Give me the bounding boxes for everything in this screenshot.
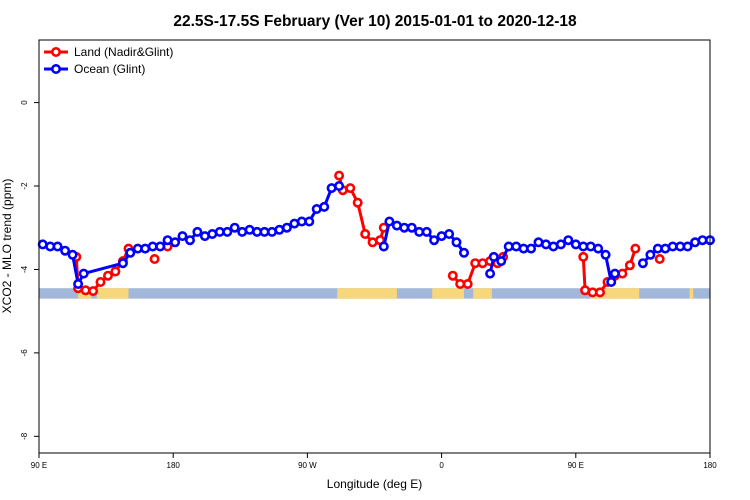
data-point [496, 256, 507, 267]
data-point [149, 254, 160, 265]
x-axis-label: Longitude (deg E) [327, 477, 422, 491]
data-point [192, 226, 203, 237]
data-point [609, 268, 620, 279]
data-point [606, 276, 617, 287]
data-point [458, 247, 469, 258]
y-tick-label: -8 [20, 432, 29, 440]
legend-item-ocean: Ocean (Glint) [44, 62, 145, 76]
data-point [600, 249, 611, 260]
data-point [563, 235, 574, 246]
data-point [304, 216, 315, 227]
series-layer [37, 170, 715, 298]
data-point [637, 258, 648, 269]
data-point [229, 222, 240, 233]
y-tick-label: -2 [20, 182, 29, 190]
data-point [645, 249, 656, 260]
y-tick-label: 0 [20, 100, 29, 105]
data-point [155, 241, 166, 252]
x-tick-label: 180 [703, 461, 717, 470]
data-point [170, 237, 181, 248]
data-point [110, 266, 121, 277]
data-point [444, 229, 455, 240]
data-point [488, 251, 499, 262]
data-point [421, 226, 432, 237]
data-point [345, 183, 356, 194]
legend: Land (Nadir&Glint) Ocean (Glint) [44, 45, 173, 76]
plot-frame [38, 39, 711, 454]
y-axis-label: XCO2 - MLO trend (ppm) [0, 179, 14, 314]
data-point [654, 254, 665, 265]
x-tick-label: 90 E [31, 461, 47, 470]
legend-label-land: Land (Nadir&Glint) [74, 45, 173, 59]
data-point [594, 287, 605, 298]
y-axis: 0 -2 -4 -6 -8 [20, 100, 39, 440]
chart-title: 22.5S-17.5S February (Ver 10) 2015-01-01… [173, 13, 577, 30]
data-point [624, 260, 635, 271]
data-point [593, 243, 604, 254]
data-point [95, 276, 106, 287]
data-point [526, 243, 537, 254]
data-point [429, 235, 440, 246]
data-point [281, 222, 292, 233]
data-point [630, 243, 641, 254]
data-point [384, 216, 395, 227]
data-point [319, 201, 330, 212]
x-tick-label: 0 [439, 461, 444, 470]
data-point [73, 278, 84, 289]
data-point [177, 231, 188, 242]
y-tick-label: -6 [20, 349, 29, 357]
land-mask-segment [689, 288, 694, 299]
data-point [88, 286, 99, 297]
series-ocean [37, 181, 715, 289]
land-mask-segment [432, 288, 464, 299]
data-point [334, 181, 345, 192]
data-point [378, 241, 389, 252]
data-point [555, 239, 566, 250]
data-point [352, 197, 363, 208]
data-point [451, 237, 462, 248]
x-axis: 90 E 180 90 W 0 90 E 180 [31, 453, 717, 470]
data-point [578, 251, 589, 262]
x-tick-label: 180 [167, 461, 181, 470]
data-point [462, 278, 473, 289]
data-point [125, 247, 136, 258]
legend-label-ocean: Ocean (Glint) [74, 62, 145, 76]
data-point [117, 258, 128, 269]
legend-item-land: Land (Nadir&Glint) [44, 45, 173, 59]
land-ocean-mask [39, 288, 710, 299]
data-point [447, 270, 458, 281]
data-point [52, 241, 63, 252]
data-point [60, 245, 71, 256]
x-tick-label: 90 E [568, 461, 584, 470]
land-mask-segment [96, 288, 129, 299]
land-mask-segment [337, 288, 397, 299]
data-point [78, 268, 89, 279]
data-point [406, 222, 417, 233]
x-tick-label: 90 W [298, 461, 317, 470]
legend-marker-ocean [50, 64, 61, 75]
data-point [103, 270, 114, 281]
legend-marker-land [50, 46, 61, 57]
y-tick-label: -4 [20, 265, 29, 273]
data-point [485, 268, 496, 279]
data-point [222, 226, 233, 237]
land-mask-segment [590, 288, 640, 299]
data-point [67, 249, 78, 260]
data-point [334, 170, 345, 181]
data-point [682, 241, 693, 252]
land-mask-segment [473, 288, 492, 299]
data-point [360, 229, 371, 240]
data-point [185, 235, 196, 246]
